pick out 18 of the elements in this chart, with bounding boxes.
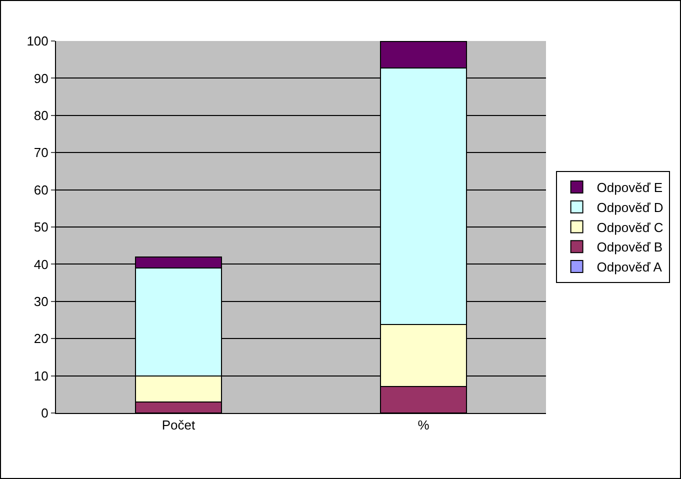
x-tick-label: Počet (162, 418, 196, 433)
y-tick-label: 10 (34, 368, 48, 384)
y-tick-label: 90 (34, 70, 48, 86)
y-tick-label: 70 (34, 145, 48, 160)
y-tick-label: 40 (34, 256, 48, 272)
y-tick-label: 0 (41, 406, 48, 421)
y-tick-label: 100 (26, 34, 48, 49)
x-tick-label: % (418, 418, 430, 433)
y-tick-label: 80 (34, 108, 48, 123)
legend-label: Odpověď A (596, 260, 662, 275)
y-tick-label: 30 (34, 294, 48, 309)
y-tick-label: 50 (34, 220, 48, 235)
legend-label: Odpověď D (596, 200, 664, 215)
y-tick-label: 20 (34, 331, 48, 346)
legend-label: Odpověď C (596, 220, 664, 235)
legend-label: Odpověď B (596, 240, 663, 255)
legend-label: Odpověď E (596, 180, 663, 196)
y-tick-label: 60 (34, 182, 48, 198)
